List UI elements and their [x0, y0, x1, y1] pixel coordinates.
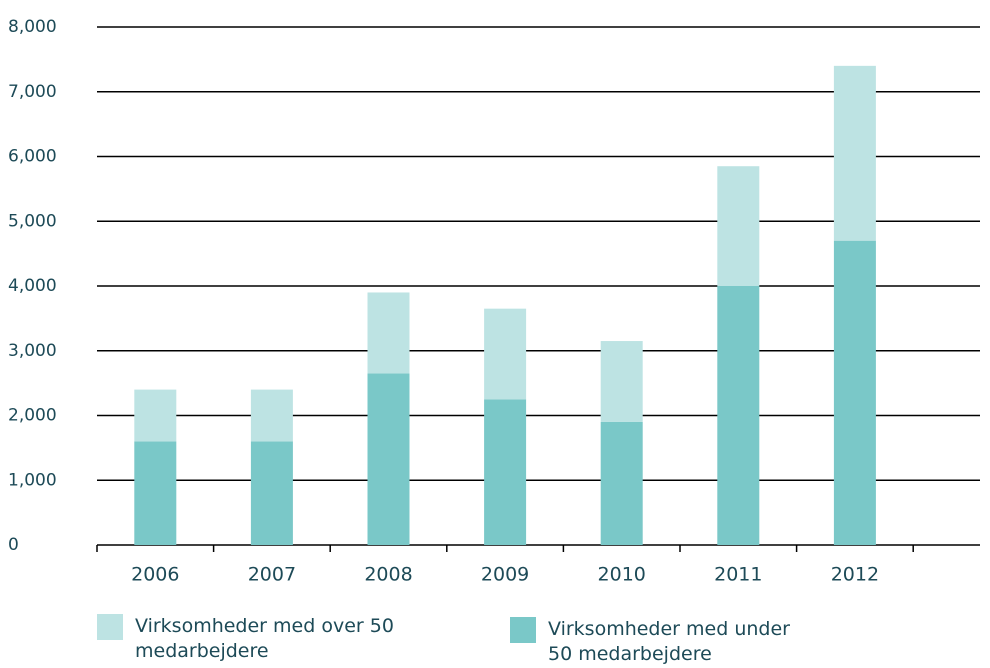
x-tick-label: 2009	[481, 564, 529, 586]
x-tick-label: 2007	[248, 564, 296, 586]
legend-swatch	[510, 617, 536, 643]
legend-item: Virksomheder med over 50 medarbejdere	[97, 614, 395, 664]
bar-segment	[717, 286, 760, 545]
y-tick-label: 4,000	[8, 276, 57, 296]
bar-segment	[250, 389, 293, 442]
legend-label: Virksomheder med under 50 medarbejdere	[548, 618, 790, 665]
x-tick-label: 2010	[598, 564, 646, 586]
bar-segment	[134, 441, 177, 545]
x-tick-label: 2012	[831, 564, 879, 586]
bar-segment	[367, 373, 410, 545]
y-tick-label: 1,000	[8, 470, 57, 490]
bar-segment	[833, 240, 876, 546]
bar-segment	[250, 441, 293, 545]
y-tick-label: 3,000	[8, 341, 57, 361]
y-tick-label: 5,000	[8, 211, 57, 231]
y-tick-label: 6,000	[8, 147, 57, 167]
bar-segment	[367, 292, 410, 374]
y-tick-label: 0	[8, 535, 19, 555]
bar-segment	[484, 308, 527, 400]
x-tick-label: 2006	[131, 564, 179, 586]
bar-segment	[833, 65, 876, 241]
y-tick-label: 2,000	[8, 406, 57, 426]
x-tick-label: 2008	[364, 564, 412, 586]
legend-swatch	[97, 614, 123, 640]
bar-segment	[717, 166, 760, 286]
y-tick-label: 7,000	[8, 82, 57, 102]
legend-label: Virksomheder med over 50 medarbejdere	[135, 615, 394, 662]
legend-item: Virksomheder med under 50 medarbejdere	[510, 617, 808, 667]
bar-segment	[134, 389, 177, 442]
y-tick-label: 8,000	[8, 17, 57, 37]
bar-segment	[600, 341, 643, 422]
x-tick-label: 2011	[714, 564, 762, 586]
chart: 0 1,000 2,000 3,000 4,000 5,000 6,000 7,000 8,00…	[8, 17, 980, 586]
bar-segment	[484, 399, 527, 545]
bar-segment	[600, 421, 643, 545]
